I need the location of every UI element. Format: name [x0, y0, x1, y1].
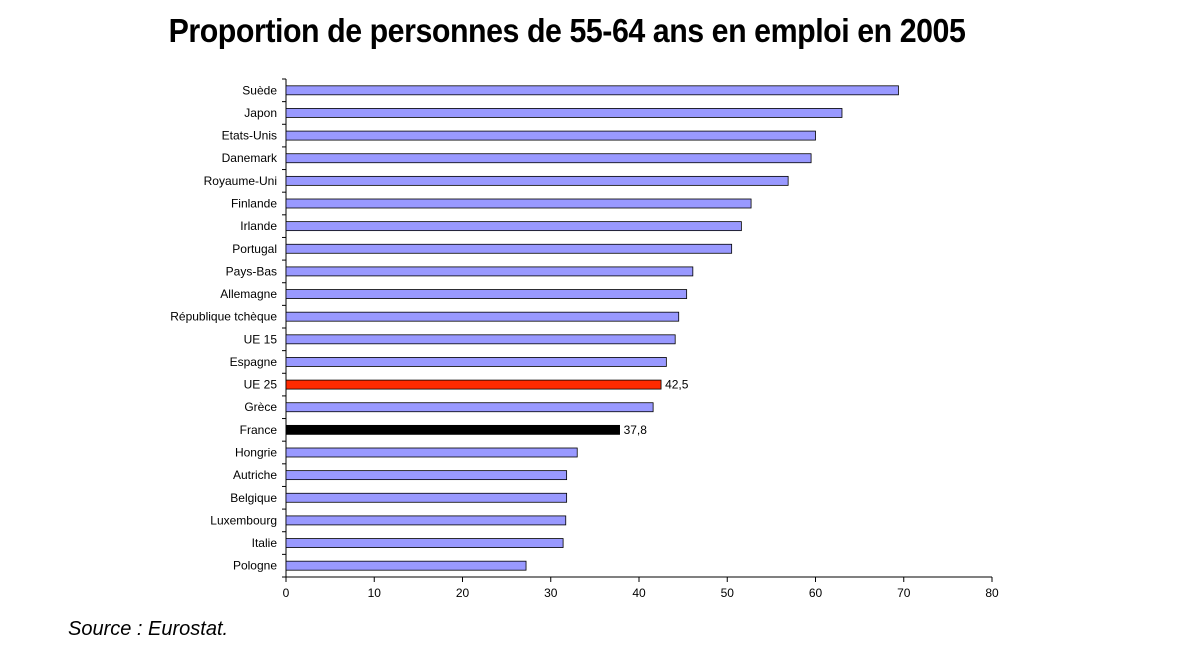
bar: [285, 424, 620, 435]
chart-data-labels: 42,5 37,8: [624, 378, 689, 437]
x-tick-label: 50: [721, 586, 735, 600]
bar: [285, 447, 578, 458]
data-label: 37,8: [624, 423, 648, 437]
bar: [285, 538, 564, 548]
category-label: Portugal: [232, 242, 277, 256]
category-label: Hongrie: [235, 446, 277, 460]
category-label: France: [240, 423, 278, 437]
bar: [285, 289, 688, 299]
category-label: UE 15: [244, 332, 278, 346]
x-tick-label: 0: [283, 586, 290, 600]
x-tick-label: 20: [456, 586, 470, 600]
chart-x-ticks: 0 10 20 30 40 50 60 70 80: [283, 577, 999, 600]
source-note: Source : Eurostat.: [68, 618, 229, 640]
chart-bars: [285, 85, 899, 571]
x-tick-label: 30: [544, 586, 558, 600]
category-label: Grèce: [244, 400, 277, 414]
bar: [285, 402, 654, 413]
x-tick-label: 80: [985, 586, 999, 600]
bar: [285, 130, 816, 141]
category-label: Suède: [242, 83, 277, 97]
category-label: UE 25: [244, 378, 278, 392]
bar: [285, 266, 694, 277]
category-label: Italie: [252, 536, 278, 550]
bar: [285, 243, 733, 254]
category-label: Etats-Unis: [222, 129, 277, 143]
bar: [285, 175, 789, 186]
category-label: Espagne: [230, 355, 278, 369]
bar: [285, 108, 843, 118]
category-label: Autriche: [233, 468, 277, 482]
x-tick-label: 70: [897, 586, 911, 600]
bar: [285, 357, 667, 367]
data-label: 42,5: [665, 378, 689, 392]
x-tick-label: 10: [368, 586, 382, 600]
bar: [285, 492, 568, 503]
bar: [285, 470, 568, 481]
category-label: Royaume-Uni: [204, 174, 277, 188]
chart-category-labels: Suède Japon Etats-Unis Danemark Royaume-Uni F…: [170, 83, 278, 572]
bar: [285, 221, 742, 232]
bar: [285, 311, 680, 322]
bar: [285, 334, 676, 345]
category-label: République tchèque: [170, 310, 277, 324]
bar: [285, 560, 527, 571]
category-label: Irlande: [240, 219, 277, 233]
category-label: Luxembourg: [210, 513, 277, 527]
category-label: Japon: [244, 106, 277, 120]
category-label: Pologne: [233, 559, 277, 573]
bar: [285, 198, 752, 209]
category-label: Danemark: [222, 151, 278, 165]
category-label: Allemagne: [220, 287, 277, 301]
bar: [285, 379, 662, 390]
category-label: Belgique: [230, 491, 277, 505]
x-tick-label: 40: [632, 586, 646, 600]
bar: [285, 515, 567, 526]
category-label: Finlande: [231, 197, 277, 211]
bar: [285, 85, 899, 96]
category-label: Pays-Bas: [226, 264, 277, 278]
chart-title: Proportion de personnes de 55-64 ans en …: [168, 12, 966, 49]
bar: [285, 153, 812, 164]
x-tick-label: 60: [809, 586, 823, 600]
